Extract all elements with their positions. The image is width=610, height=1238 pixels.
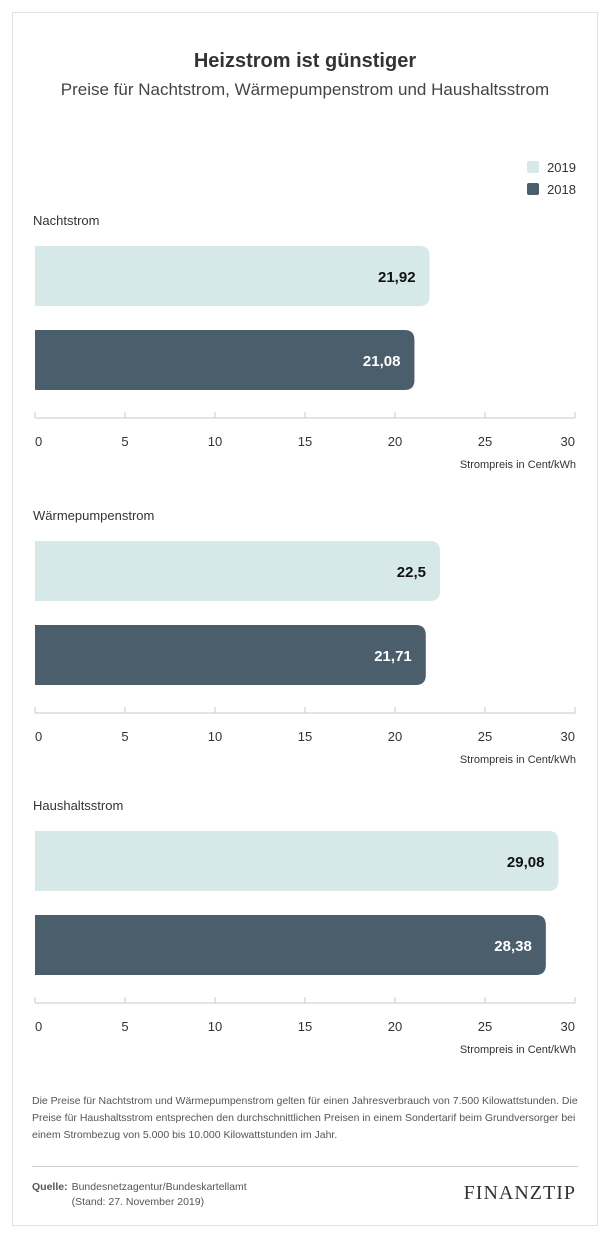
bar-2019 — [35, 246, 430, 306]
x-tick-label: 20 — [388, 1019, 402, 1034]
x-tick-label: 5 — [121, 729, 128, 744]
source-key: Quelle: — [32, 1181, 68, 1193]
footer-divider — [32, 1166, 578, 1167]
bar-value-label: 28,38 — [494, 938, 532, 955]
panel-title: Nachtstrom — [33, 213, 99, 228]
x-tick-label: 10 — [208, 729, 222, 744]
finanztip-logo: FINANZTIP — [463, 1182, 576, 1204]
panel-title: Haushaltsstrom — [33, 798, 123, 813]
bar-value-label: 21,08 — [363, 353, 401, 370]
legend: 2019 2018 — [527, 156, 576, 200]
bar-value-label: 21,92 — [378, 269, 416, 286]
card-frame — [12, 12, 598, 1226]
x-tick-label: 15 — [298, 729, 312, 744]
x-tick-label: 30 — [561, 729, 575, 744]
bar-2018 — [35, 625, 426, 685]
x-axis-label: Strompreis in Cent/kWh — [460, 1044, 576, 1056]
source-note: Quelle: Bundesnetzagentur/Bundeskartella… — [32, 1180, 247, 1210]
x-tick-label: 15 — [298, 434, 312, 449]
legend-swatch-2018 — [527, 183, 540, 195]
bar-2018 — [35, 915, 546, 975]
bar-value-label: 21,71 — [374, 648, 412, 665]
x-tick-label: 0 — [35, 1019, 42, 1034]
bar-2018 — [35, 330, 415, 390]
x-tick-label: 20 — [388, 434, 402, 449]
chart-title: Heizstrom ist günstiger — [193, 50, 417, 72]
panel-title: Wärmepumpenstrom — [33, 508, 154, 523]
legend-item-2019: 2019 — [527, 156, 576, 178]
x-tick-label: 0 — [35, 729, 42, 744]
bar-2019 — [35, 541, 440, 601]
x-axis-label: Strompreis in Cent/kWh — [460, 459, 576, 471]
legend-label-2018: 2018 — [547, 181, 576, 197]
source-line-1: Bundesnetzagentur/Bundeskartellamt — [71, 1181, 247, 1193]
legend-swatch-2019 — [527, 161, 540, 173]
x-tick-label: 5 — [121, 434, 128, 449]
x-tick-label: 15 — [298, 1019, 312, 1034]
source-line-2: (Stand: 27. November 2019) — [71, 1196, 205, 1208]
footnote: Die Preise für Nachtstrom und Wärmepumpe… — [32, 1095, 578, 1141]
x-tick-label: 0 — [35, 434, 42, 449]
x-tick-label: 10 — [208, 1019, 222, 1034]
x-tick-label: 25 — [478, 1019, 492, 1034]
legend-label-2019: 2019 — [547, 159, 576, 175]
legend-item-2018: 2018 — [527, 178, 576, 200]
x-tick-label: 20 — [388, 729, 402, 744]
x-tick-label: 10 — [208, 434, 222, 449]
x-axis-label: Strompreis in Cent/kWh — [460, 754, 576, 766]
bar-value-label: 29,08 — [507, 854, 545, 871]
x-tick-label: 30 — [561, 434, 575, 449]
x-tick-label: 5 — [121, 1019, 128, 1034]
x-tick-label: 25 — [478, 729, 492, 744]
x-tick-label: 25 — [478, 434, 492, 449]
x-tick-label: 30 — [561, 1019, 575, 1034]
chart-subtitle: Preise für Nachtstrom, Wärmepumpenstrom … — [60, 80, 550, 99]
bar-2019 — [35, 831, 559, 891]
bar-value-label: 22,5 — [397, 564, 426, 581]
